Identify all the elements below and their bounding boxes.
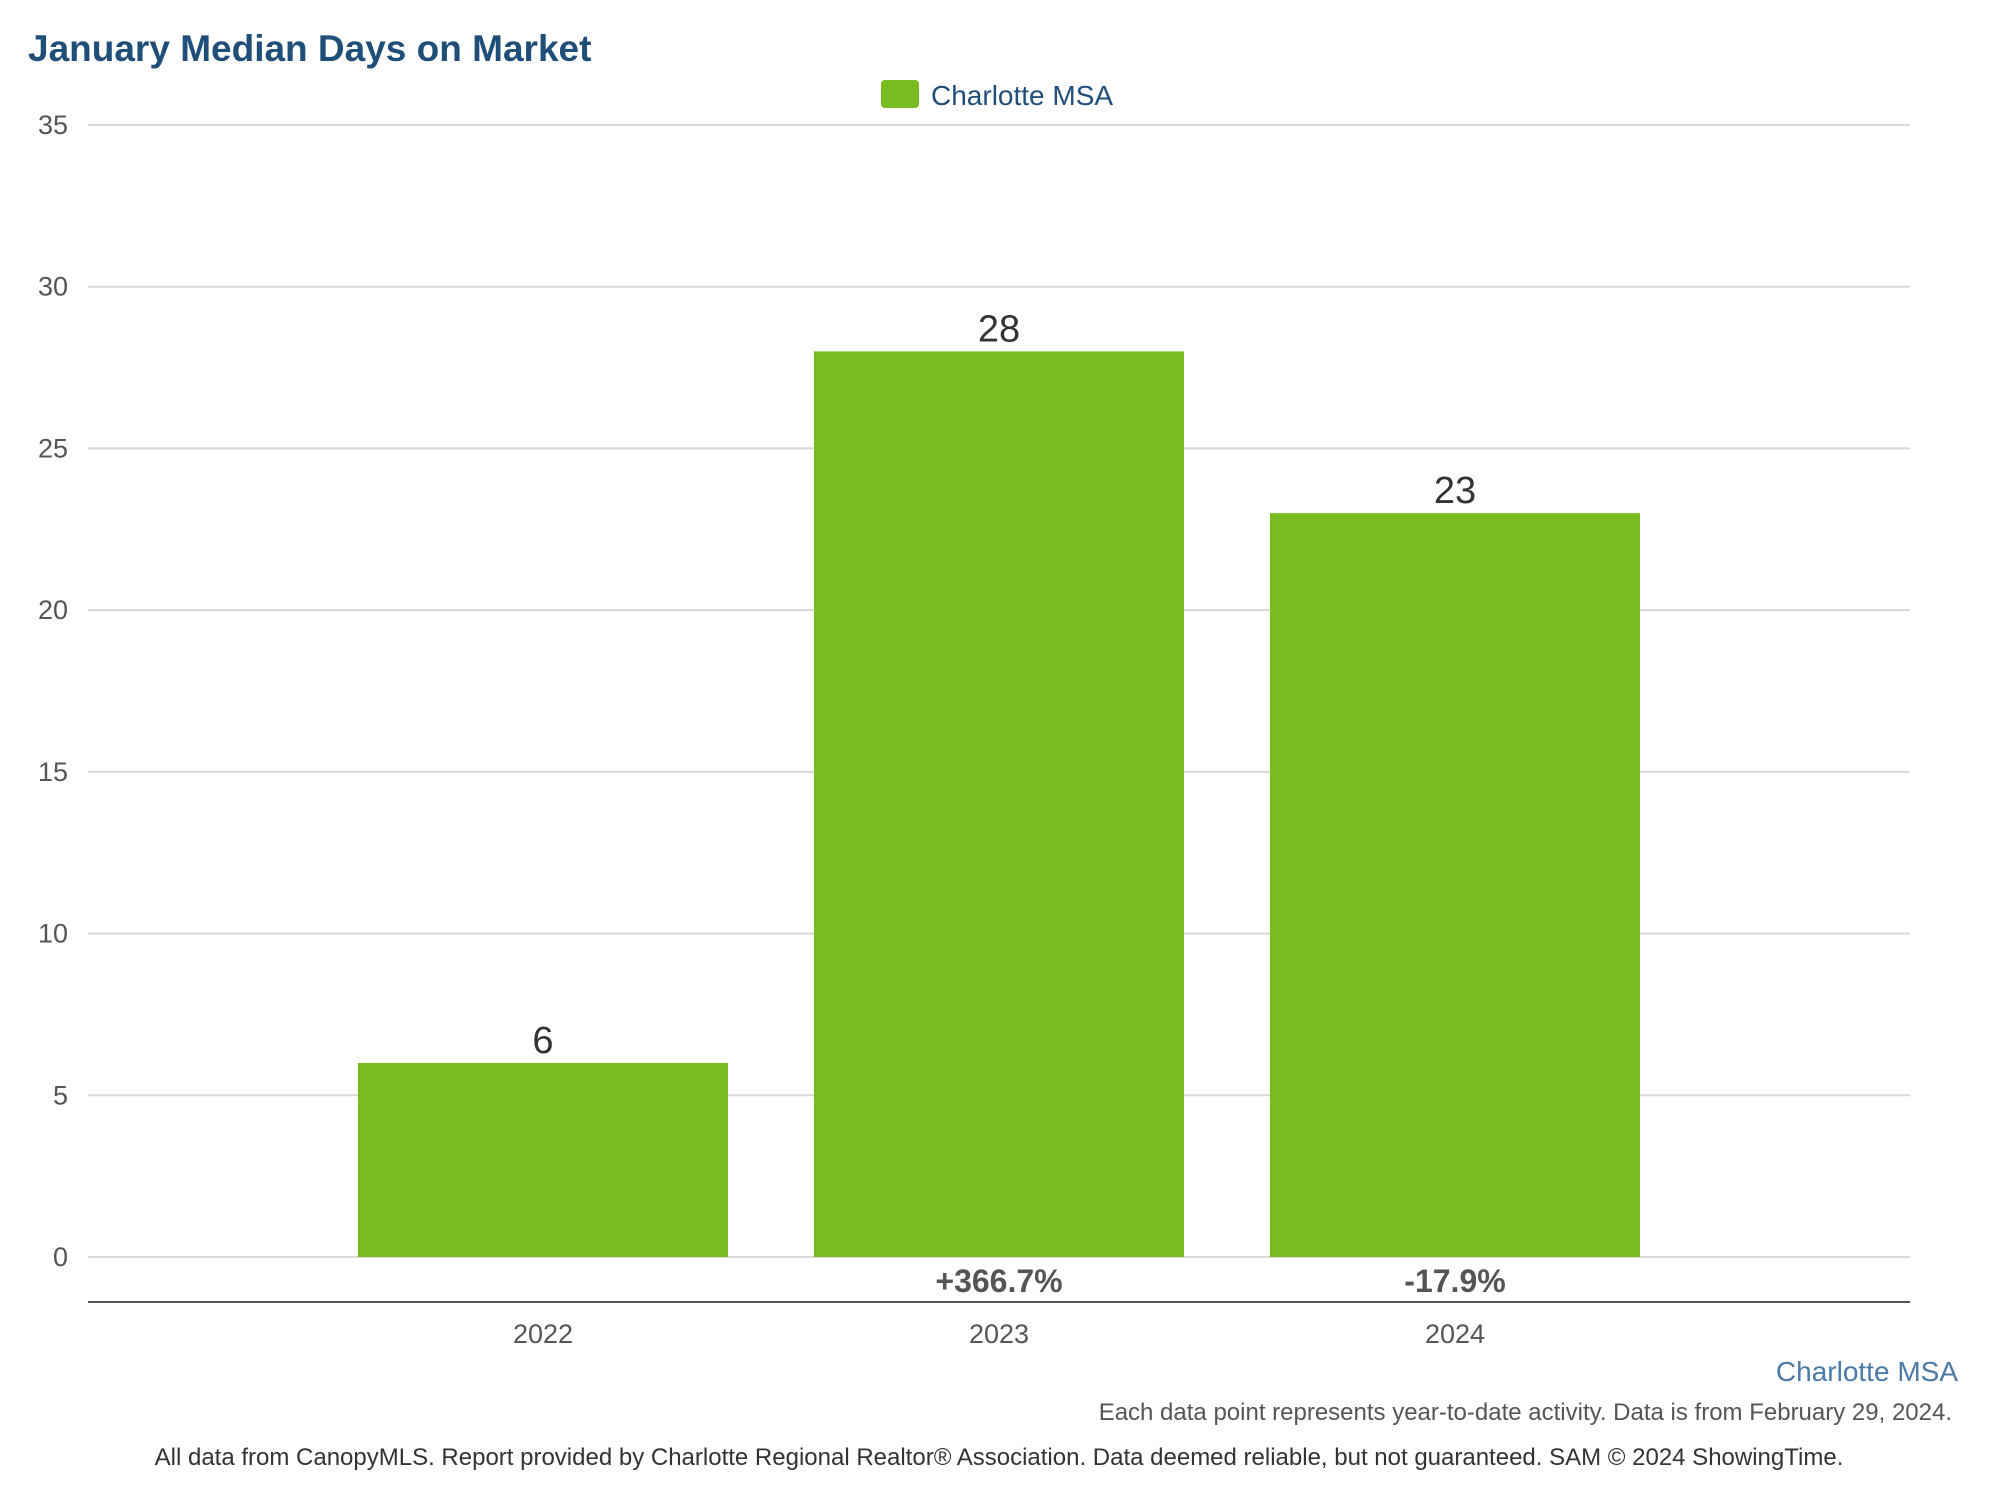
y-tick-label: 20 — [38, 595, 68, 625]
bar-2023 — [814, 351, 1184, 1257]
x-axis-ticks: 2022 2023 2024 — [513, 1319, 1485, 1349]
y-tick-label: 5 — [53, 1080, 68, 1110]
credits: All data from CanopyMLS. Report provided… — [155, 1444, 1844, 1471]
x-tick-label-2024: 2024 — [1425, 1319, 1485, 1349]
y-tick-label: 25 — [38, 433, 68, 463]
legend-swatch — [881, 80, 919, 108]
value-label-2024: 23 — [1434, 470, 1476, 512]
value-label-2023: 28 — [978, 308, 1020, 350]
change-label-2024: -17.9% — [1404, 1263, 1505, 1299]
x-tick-label-2022: 2022 — [513, 1319, 573, 1349]
y-tick-label: 35 — [38, 110, 68, 140]
change-label-2023: +366.7% — [935, 1263, 1062, 1299]
chart-title: January Median Days on Market — [28, 28, 591, 69]
legend: Charlotte MSA — [881, 80, 1113, 111]
series-note: Charlotte MSA — [1776, 1356, 1958, 1387]
bar-2022 — [358, 1062, 728, 1257]
value-label-2022: 6 — [532, 1020, 553, 1062]
y-tick-label: 0 — [53, 1242, 68, 1272]
y-axis-ticks: 0 5 10 15 20 25 30 35 — [38, 110, 68, 1272]
bar-2024 — [1270, 513, 1640, 1257]
x-tick-label-2023: 2023 — [969, 1319, 1029, 1349]
y-tick-label: 30 — [38, 272, 68, 302]
bar-labels: 6 28 +366.7% 23 -17.9% — [532, 308, 1505, 1299]
bars — [358, 351, 1640, 1257]
y-tick-label: 10 — [38, 919, 68, 949]
legend-label: Charlotte MSA — [931, 80, 1113, 111]
y-tick-label: 15 — [38, 757, 68, 787]
footnote: Each data point represents year-to-date … — [1099, 1399, 1952, 1426]
